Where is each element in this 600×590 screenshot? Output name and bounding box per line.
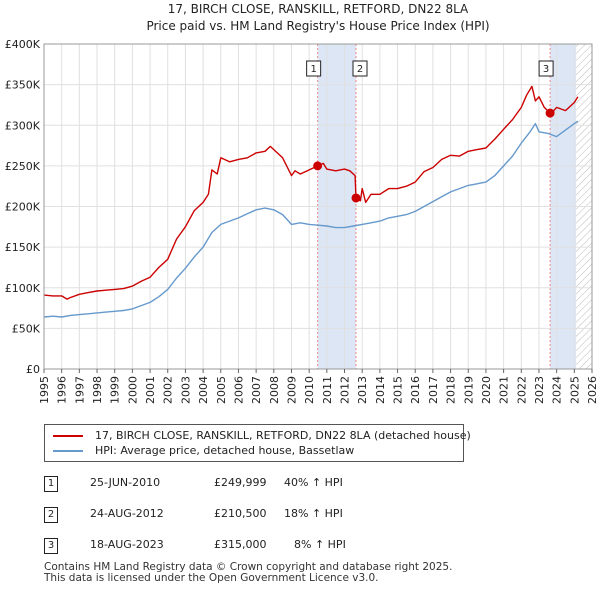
y-tick-label: £50K [12, 322, 41, 335]
transaction-number: 1 [44, 476, 58, 492]
x-tick-label: 2009 [285, 376, 298, 404]
y-tick-label: £150K [5, 241, 41, 254]
x-tick-label: 2019 [462, 376, 475, 404]
footer-licence: This data is licensed under the Open Gov… [44, 572, 379, 584]
transaction-price: £210,500 [214, 507, 267, 520]
x-tick-label: 2018 [445, 376, 458, 404]
legend: 17, BIRCH CLOSE, RANSKILL, RETFORD, DN22… [44, 424, 471, 462]
sale-marker-label: 3 [538, 60, 554, 77]
x-tick-label: 1995 [38, 376, 51, 404]
x-tick-label: 2008 [268, 376, 281, 404]
x-tick-label: 2011 [321, 376, 334, 404]
sale-marker-point [545, 108, 555, 118]
legend-item-hpi: HPI: Average price, detached house, Bass… [53, 444, 354, 458]
x-tick-label: 2015 [392, 376, 405, 404]
transaction-price: £315,000 [214, 538, 267, 551]
x-tick-label: 1998 [91, 376, 104, 404]
x-tick-label: 2014 [374, 376, 387, 404]
sale-marker-label: 2 [352, 60, 368, 77]
transaction-number: 3 [44, 538, 58, 554]
x-tick-label: 2022 [515, 376, 528, 404]
chart-title: 17, BIRCH CLOSE, RANSKILL, RETFORD, DN22… [168, 2, 469, 16]
transaction-hpi-delta: 18% ↑ HPI [284, 507, 343, 520]
footer: Contains HM Land Registry data © Crown c… [44, 562, 452, 584]
y-tick-label: £200K [5, 201, 41, 214]
legend-swatch-hpi [53, 450, 83, 452]
footer-copyright: Contains HM Land Registry data © Crown c… [44, 561, 453, 573]
price-chart: 17, BIRCH CLOSE, RANSKILL, RETFORD, DN22… [5, 2, 599, 404]
transaction-price: £249,999 [214, 476, 267, 489]
transaction-date: 25-JUN-2010 [90, 476, 161, 489]
x-tick-label: 2001 [144, 376, 157, 404]
y-tick-label: £300K [5, 119, 41, 132]
legend-item-property: 17, BIRCH CLOSE, RANSKILL, RETFORD, DN22… [53, 429, 471, 443]
sale-marker-point [351, 193, 361, 203]
x-tick-label: 2007 [250, 376, 263, 404]
x-tick-label: 2024 [551, 376, 564, 404]
x-tick-label: 1997 [73, 376, 86, 404]
sale-marker-number: 3 [543, 64, 549, 75]
x-tick-label: 2017 [427, 376, 440, 404]
y-tick-label: £350K [5, 79, 41, 92]
plot-frame [43, 43, 593, 370]
y-tick-label: £0 [26, 363, 40, 376]
x-tick-label: 1999 [109, 376, 122, 404]
x-tick-label: 2000 [126, 376, 139, 404]
sale-marker-box [538, 60, 554, 77]
chart-subtitle: Price paid vs. HM Land Registry's House … [146, 19, 489, 33]
transaction-date: 24-AUG-2012 [90, 507, 164, 520]
property-price-line [44, 120, 579, 318]
x-tick-label: 2025 [568, 376, 581, 404]
hpi-series-line [44, 85, 579, 300]
x-tick-label: 2012 [339, 376, 352, 404]
transaction-hpi-delta: 8% ↑ HPI [294, 538, 346, 551]
y-tick-label: £100K [5, 282, 41, 295]
x-tick-label: 1996 [56, 376, 69, 404]
sale-marker-number: 2 [357, 64, 363, 75]
legend-label-property: 17, BIRCH CLOSE, RANSKILL, RETFORD, DN22… [95, 429, 471, 442]
x-tick-label: 2026 [586, 376, 599, 404]
transaction-hpi-delta: 40% ↑ HPI [284, 476, 343, 489]
sale-marker-point [313, 161, 323, 171]
x-tick-label: 2023 [533, 376, 546, 404]
x-tick-label: 2005 [215, 376, 228, 404]
x-tick-label: 2021 [498, 376, 511, 404]
legend-swatch-property [53, 435, 83, 437]
x-tick-label: 2002 [162, 376, 175, 404]
y-tick-label: £400K [5, 38, 41, 51]
y-tick-label: £250K [5, 160, 41, 173]
sale-marker-number: 1 [310, 64, 316, 75]
x-tick-label: 2010 [303, 376, 316, 404]
x-tick-label: 2020 [480, 376, 493, 404]
x-tick-label: 2004 [197, 376, 210, 404]
sale-marker-box [352, 60, 368, 77]
transaction-number: 2 [44, 507, 58, 523]
sale-marker-label: 1 [306, 60, 322, 77]
x-tick-label: 2003 [179, 376, 192, 404]
x-tick-label: 2013 [356, 376, 369, 404]
x-tick-label: 2006 [232, 376, 245, 404]
transaction-date: 18-AUG-2023 [90, 538, 164, 551]
sale-marker-box [306, 60, 322, 77]
legend-label-hpi: HPI: Average price, detached house, Bass… [95, 444, 355, 457]
x-tick-label: 2016 [409, 376, 422, 404]
